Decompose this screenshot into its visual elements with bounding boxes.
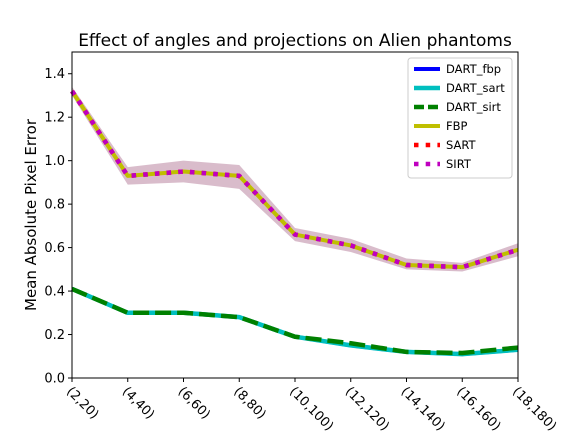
legend-label-dart-fbp: DART_fbp: [446, 62, 501, 76]
x-tick-label: (18,180): [509, 384, 559, 432]
chart-title: Effect of angles and projections on Alie…: [78, 31, 512, 51]
x-tick-label: (6,60): [175, 384, 213, 422]
legend-label-sart: SART: [446, 138, 477, 152]
y-axis: 0.0 0.2 0.4 0.6 0.8 1.0 1.2 1.4: [44, 67, 72, 386]
x-tick-label: (14,140): [398, 384, 448, 432]
x-tick-label: (8,80): [230, 384, 268, 422]
y-tick-label: 0.6: [44, 241, 65, 256]
legend: DART_fbp DART_sart DART_sirt FBP SART SIRT: [408, 58, 512, 178]
y-tick-label: 0.0: [44, 372, 65, 387]
x-tick-label: (4,40): [119, 384, 157, 422]
y-tick-label: 1.0: [44, 154, 65, 169]
x-tick-label: (16,160): [453, 384, 503, 432]
series-dart-fbp: [72, 289, 518, 354]
legend-label-dart-sart: DART_sart: [446, 81, 505, 95]
x-tick-label: (12,120): [342, 384, 392, 432]
y-tick-label: 0.4: [44, 285, 65, 300]
legend-label-dart-sirt: DART_sirt: [446, 100, 501, 114]
y-tick-label: 0.2: [44, 328, 65, 343]
y-tick-label: 1.2: [44, 111, 65, 126]
x-tick-label: (2,20): [63, 384, 101, 422]
y-axis-label: Mean Absolute Pixel Error: [22, 118, 40, 311]
y-tick-label: 0.8: [44, 198, 65, 213]
x-axis: (2,20) (4,40) (6,60) (8,80) (10,100) (12,120)…: [63, 378, 559, 432]
y-tick-label: 1.4: [44, 67, 65, 82]
series-dart-sart: [72, 289, 518, 354]
x-tick-label: (10,100): [286, 384, 336, 432]
legend-label-sirt: SIRT: [446, 157, 472, 171]
legend-label-fbp: FBP: [446, 119, 468, 133]
series-dart-sirt: [72, 289, 518, 353]
